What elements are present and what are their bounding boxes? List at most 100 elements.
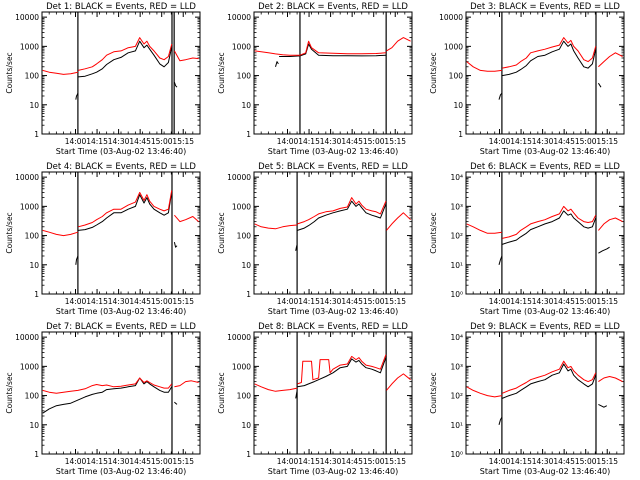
- x-tick-label: 14:30: [320, 297, 342, 306]
- y-tick-label: 10³: [450, 362, 463, 371]
- series-lld-line: [254, 223, 298, 230]
- x-tick-label: 14:30: [532, 297, 554, 306]
- y-tick-label: 10000: [15, 13, 39, 22]
- y-tick-label: 10000: [439, 13, 463, 22]
- x-axis-label: Start Time (03-Aug-02 13:46:40): [56, 307, 187, 316]
- y-axis-label: Counts/sec: [5, 372, 14, 413]
- y-tick-label: 1000: [232, 42, 251, 51]
- x-tick-label: 14:00: [277, 457, 299, 466]
- panel-title: Det 4: BLACK = Events, RED = LLD: [46, 162, 196, 172]
- x-tick-label: 15:00: [575, 457, 597, 466]
- series-events-line: [297, 200, 387, 231]
- x-tick-label: 14:30: [532, 457, 554, 466]
- series-lld-line: [598, 217, 623, 231]
- panel-title: Det 9: BLACK = Events, RED = LLD: [470, 322, 620, 332]
- y-tick-label: 10¹: [450, 261, 463, 270]
- y-axis-label: Counts/sec: [217, 372, 226, 413]
- y-axis-label: Counts/sec: [429, 372, 438, 413]
- series-lld-line: [42, 377, 173, 394]
- y-tick-label: 10000: [227, 333, 251, 342]
- y-tick-label: 100: [237, 232, 252, 241]
- y-tick-label: 1: [34, 290, 39, 299]
- y-tick-label: 1: [34, 450, 39, 459]
- x-tick-label: 15:00: [151, 137, 173, 146]
- x-tick-label: 15:00: [363, 137, 385, 146]
- x-tick-label: 15:15: [596, 297, 618, 306]
- x-tick-label: 15:15: [596, 137, 618, 146]
- detector-panel-5: Det 5: BLACK = Events, RED = LLD Start Ti…: [217, 162, 413, 316]
- y-tick-label: 1: [246, 130, 251, 139]
- series-group: [254, 197, 411, 251]
- series-lld-line: [598, 52, 623, 68]
- series-events-line: [502, 363, 597, 399]
- series-group: [42, 190, 199, 265]
- x-tick-label: 14:45: [129, 297, 151, 306]
- x-tick-label: 14:00: [65, 297, 87, 306]
- y-tick-label: 1000: [444, 42, 463, 51]
- y-axis-label: Counts/sec: [429, 212, 438, 253]
- series-group: [254, 37, 411, 67]
- y-tick-label: 1000: [20, 362, 39, 371]
- series-lld-line: [42, 69, 79, 75]
- x-tick-label: 14:45: [553, 137, 575, 146]
- y-tick-label: 1: [246, 450, 251, 459]
- series-group: [466, 205, 623, 265]
- series-lld-line: [502, 37, 597, 69]
- y-tick-label: 10000: [15, 173, 39, 182]
- y-tick-label: 1000: [232, 202, 251, 211]
- y-tick-label: 10²: [450, 232, 463, 241]
- series-lld-line: [174, 380, 199, 388]
- series-events-line: [502, 210, 597, 245]
- x-axis-label: Start Time (03-Aug-02 13:46:40): [268, 467, 399, 476]
- series-lld-line: [78, 190, 173, 228]
- y-tick-label: 10000: [227, 173, 251, 182]
- y-tick-label: 1000: [20, 202, 39, 211]
- x-tick-label: 14:15: [510, 457, 532, 466]
- y-tick-label: 10⁴: [450, 333, 463, 342]
- series-events-line: [78, 40, 173, 78]
- x-tick-label: 15:15: [172, 137, 194, 146]
- series-events-line: [498, 417, 503, 425]
- series-events-line: [78, 192, 173, 231]
- y-tick-label: 10: [29, 261, 39, 270]
- series-lld-line: [78, 37, 173, 71]
- series-group: [466, 37, 623, 100]
- x-tick-label: 14:00: [489, 297, 511, 306]
- y-tick-label: 10: [241, 101, 251, 110]
- y-axis-label: Counts/sec: [217, 212, 226, 253]
- series-group: [254, 354, 411, 399]
- detector-panel-9: Det 9: BLACK = Events, RED = LLD Start Ti…: [429, 322, 625, 476]
- series-events-line: [295, 390, 298, 399]
- x-tick-label: 14:00: [489, 457, 511, 466]
- y-tick-label: 1: [246, 290, 251, 299]
- x-axis-label: Start Time (03-Aug-02 13:46:40): [480, 147, 611, 156]
- series-events-line: [173, 81, 178, 88]
- series-lld-line: [254, 383, 298, 392]
- series-events-line: [297, 357, 387, 388]
- series-lld-line: [466, 61, 502, 72]
- y-axis-label: Counts/sec: [5, 212, 14, 253]
- series-lld-line: [42, 229, 79, 237]
- series-events-line: [598, 246, 610, 254]
- series-events-line: [75, 255, 79, 265]
- y-axis-label: Counts/sec: [429, 52, 438, 93]
- detector-panel-1: Det 1: BLACK = Events, RED = LLD Start Ti…: [5, 2, 201, 156]
- x-tick-label: 14:30: [108, 457, 130, 466]
- x-tick-label: 14:45: [129, 137, 151, 146]
- panel-title: Det 7: BLACK = Events, RED = LLD: [46, 322, 196, 332]
- detector-panel-6: Det 6: BLACK = Events, RED = LLD Start Ti…: [429, 162, 625, 316]
- y-tick-label: 10⁰: [450, 290, 463, 299]
- x-tick-label: 15:00: [151, 457, 173, 466]
- y-tick-label: 100: [25, 392, 40, 401]
- series-events-line: [174, 401, 178, 405]
- y-tick-label: 100: [25, 72, 40, 81]
- y-tick-label: 10²: [450, 392, 463, 401]
- x-axis-label: Start Time (03-Aug-02 13:46:40): [56, 147, 187, 156]
- x-tick-label: 15:15: [384, 457, 406, 466]
- panel-title: Det 2: BLACK = Events, RED = LLD: [258, 2, 408, 12]
- series-lld-line: [466, 223, 502, 234]
- series-lld-line: [254, 40, 386, 56]
- detector-panel-2: Det 2: BLACK = Events, RED = LLD Start Ti…: [217, 2, 413, 156]
- series-group: [42, 377, 199, 414]
